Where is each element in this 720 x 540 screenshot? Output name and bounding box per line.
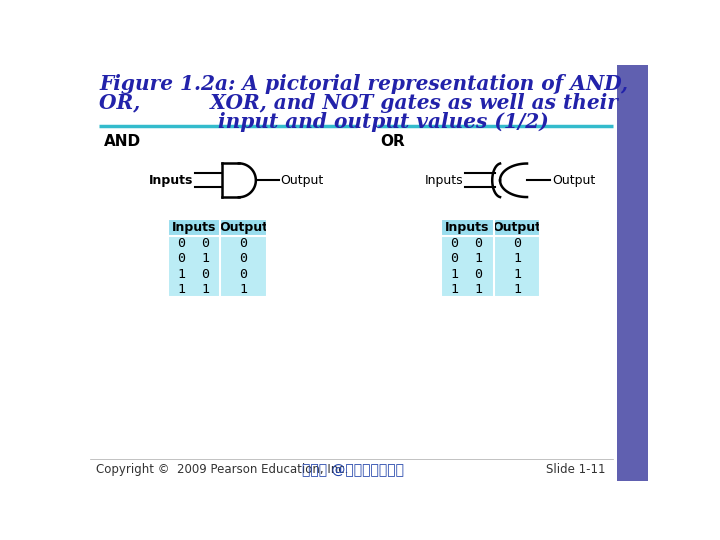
Text: 1: 1 bbox=[513, 252, 521, 265]
Text: OR: OR bbox=[381, 134, 405, 149]
Text: OR,          XOR, and NOT gates as well as their: OR, XOR, and NOT gates as well as their bbox=[99, 93, 618, 113]
Text: 0  0: 0 0 bbox=[451, 237, 483, 250]
Text: 1: 1 bbox=[513, 268, 521, 281]
Bar bbox=[441, 219, 494, 236]
Text: 1: 1 bbox=[513, 283, 521, 296]
Text: AND: AND bbox=[104, 134, 141, 149]
Text: Inputs: Inputs bbox=[425, 174, 464, 187]
Text: 0  1: 0 1 bbox=[178, 252, 210, 265]
Bar bbox=[494, 219, 540, 236]
Bar bbox=[220, 219, 266, 236]
Text: 0: 0 bbox=[513, 237, 521, 250]
Text: 1  0: 1 0 bbox=[451, 268, 483, 281]
Text: 1  0: 1 0 bbox=[178, 268, 210, 281]
Text: Inputs: Inputs bbox=[171, 221, 216, 234]
Text: Output: Output bbox=[552, 174, 595, 187]
Text: 1: 1 bbox=[240, 283, 248, 296]
Text: Output: Output bbox=[219, 221, 268, 234]
Text: 0: 0 bbox=[240, 237, 248, 250]
Bar bbox=[441, 236, 494, 298]
Text: 0: 0 bbox=[240, 252, 248, 265]
Text: Output: Output bbox=[281, 174, 324, 187]
Bar bbox=[168, 236, 220, 298]
Bar bbox=[220, 236, 266, 298]
Text: 0: 0 bbox=[240, 268, 248, 281]
Text: input and output values (1/2): input and output values (1/2) bbox=[99, 112, 549, 132]
Text: Inputs: Inputs bbox=[149, 174, 193, 187]
Text: 1  1: 1 1 bbox=[178, 283, 210, 296]
Text: 0  0: 0 0 bbox=[178, 237, 210, 250]
Text: Inputs: Inputs bbox=[445, 221, 490, 234]
Text: Slide 1-11: Slide 1-11 bbox=[546, 463, 606, 476]
Text: 蔡文能 @交通大學資工系: 蔡文能 @交通大學資工系 bbox=[302, 463, 405, 477]
Text: Copyright ©  2009 Pearson Education, Inc.: Copyright © 2009 Pearson Education, Inc. bbox=[96, 463, 348, 476]
Bar bbox=[617, 65, 648, 481]
Text: 1  1: 1 1 bbox=[451, 283, 483, 296]
Bar bbox=[168, 219, 266, 298]
Text: Output: Output bbox=[492, 221, 541, 234]
Text: 0  1: 0 1 bbox=[451, 252, 483, 265]
Bar bbox=[441, 219, 540, 298]
Bar bbox=[168, 219, 220, 236]
Text: Figure 1.2a: A pictorial representation of AND,: Figure 1.2a: A pictorial representation … bbox=[99, 74, 629, 94]
Bar bbox=[494, 236, 540, 298]
